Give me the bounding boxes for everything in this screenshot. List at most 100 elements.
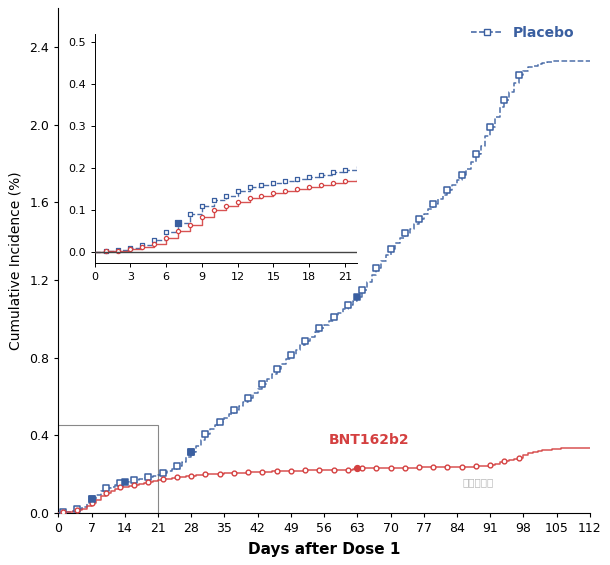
Point (137, 240, 147, 249)
Point (143, 472, 153, 481)
Point (143, 477, 153, 486)
Point (329, 466, 339, 475)
Point (286, 350, 296, 359)
Point (115, 483, 125, 492)
Point (158, 468, 168, 477)
Point (500, 95, 509, 104)
Point (101, 484, 110, 493)
Point (113, 245, 123, 254)
Point (186, 447, 196, 456)
Point (257, 467, 267, 476)
Point (73, 505, 82, 514)
Point (243, 468, 253, 477)
Point (357, 464, 367, 473)
Point (500, 456, 509, 465)
Point (340, 166, 350, 175)
Point (471, 462, 481, 471)
Point (102, 247, 112, 256)
Point (457, 171, 467, 180)
Point (357, 285, 367, 294)
Bar (59, 425, 158, 512)
Point (343, 465, 353, 474)
Point (371, 264, 381, 273)
Point (414, 214, 424, 223)
Point (173, 218, 183, 227)
Point (314, 466, 324, 475)
Point (215, 469, 224, 478)
Point (233, 187, 243, 196)
Point (201, 470, 210, 479)
Point (120, 477, 130, 486)
Point (173, 218, 183, 227)
Point (129, 475, 139, 484)
Legend: Placebo: Placebo (466, 20, 580, 45)
Point (172, 462, 182, 471)
Text: BNT162b2: BNT162b2 (329, 433, 409, 447)
Point (257, 181, 267, 190)
Point (268, 179, 278, 188)
Point (161, 228, 171, 237)
Point (87, 498, 96, 507)
Point (209, 206, 218, 215)
Text: 凯来英药闻: 凯来英药闻 (462, 477, 494, 488)
Point (281, 187, 290, 196)
Point (300, 337, 310, 346)
X-axis label: Days after Dose 1: Days after Dose 1 (248, 542, 400, 557)
Point (126, 244, 135, 253)
Point (257, 379, 267, 388)
Point (328, 179, 338, 188)
Point (471, 149, 481, 158)
Point (340, 176, 350, 185)
Point (457, 462, 467, 471)
Point (186, 471, 196, 480)
Point (371, 463, 381, 472)
Y-axis label: Cumulative Incidence (%): Cumulative Incidence (%) (9, 171, 23, 350)
Point (292, 185, 302, 194)
Point (329, 312, 339, 321)
Point (172, 473, 182, 482)
Point (292, 174, 302, 183)
Point (149, 240, 159, 249)
Point (221, 191, 231, 200)
Point (113, 246, 123, 255)
Point (281, 176, 290, 185)
Point (245, 182, 254, 192)
Point (102, 246, 112, 255)
Point (233, 197, 243, 206)
Point (314, 324, 324, 333)
Point (257, 191, 267, 200)
Point (271, 364, 281, 373)
Point (486, 460, 495, 470)
Point (400, 463, 410, 472)
Point (129, 480, 139, 489)
Point (400, 229, 410, 238)
Point (58, 508, 68, 517)
Point (245, 193, 254, 202)
Point (161, 233, 171, 242)
Point (428, 463, 438, 472)
Point (428, 200, 438, 209)
Point (149, 235, 159, 244)
Point (229, 468, 239, 477)
Point (300, 466, 310, 475)
Point (87, 494, 96, 503)
Point (271, 467, 281, 476)
Point (304, 182, 314, 192)
Point (186, 447, 196, 456)
Point (443, 463, 453, 472)
Point (304, 172, 314, 181)
Point (514, 71, 523, 80)
Point (185, 210, 195, 219)
Point (353, 293, 362, 302)
Point (328, 168, 338, 177)
Point (353, 464, 362, 473)
Point (229, 405, 239, 414)
Point (514, 453, 523, 462)
Point (221, 202, 231, 211)
Point (173, 227, 183, 236)
Point (158, 475, 168, 484)
Point (137, 243, 147, 252)
Point (201, 429, 210, 438)
Point (185, 220, 195, 229)
Point (286, 466, 296, 475)
